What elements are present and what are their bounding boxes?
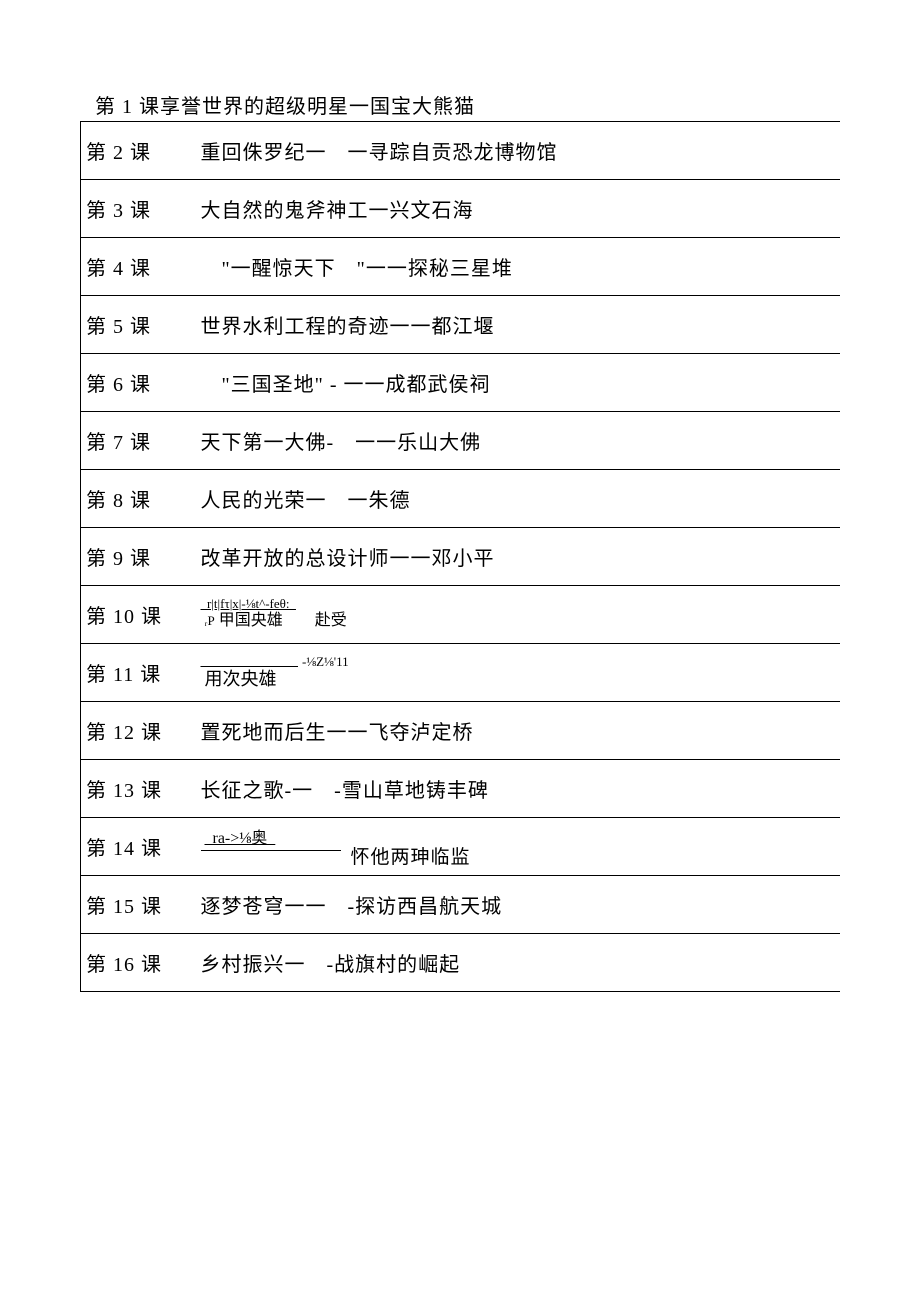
lesson-subtitle: ᵣP 甲国央雄 赴受 [201,611,347,632]
lesson-title: 天下第一大佛- 一一乐山大佛 [186,412,841,469]
table-row: 第 9 课改革开放的总设计师一一邓小平 [81,528,841,586]
garbled-text: r|t|fτ|x|-⅛t^-feθ: [201,597,347,611]
lesson-title: 乡村振兴一 -战旗村的崛起 [186,934,841,991]
lesson-number: 第 12 课 [81,702,186,759]
page-title: 第 1 课享誉世界的超级明星一国宝大熊猫 [95,90,840,119]
table-row: 第 13 课长征之歌-一 -雪山草地铸丰碑 [81,760,841,818]
table-row: 第 15 课逐梦苍穹一一 -探访西昌航天城 [81,876,841,934]
table-row: 第 12 课置死地而后生一一飞夺泸定桥 [81,702,841,760]
toc-table: 第 2 课重回侏罗纪一 一寻踪自贡恐龙博物馆第 3 课大自然的鬼斧神工一兴文石海… [80,121,840,992]
lesson-subtitle: 用次央雄 [201,668,299,691]
garbled-text: -⅛Z⅛'11 [302,654,349,669]
table-row: 第 16 课乡村振兴一 -战旗村的崛起 [81,934,841,992]
lesson-number: 第 8 课 [81,470,186,527]
lesson-title: 人民的光荣一 一朱德 [186,470,841,527]
lesson-title-complex: 用次央雄-⅛Z⅛'11 [186,650,841,696]
lesson-title: "一醒惊天下 "一一探秘三星堆 [186,238,841,295]
overline [201,654,299,668]
lesson-number: 第 5 课 [81,296,186,353]
table-row: 第 8 课人民的光荣一 一朱德 [81,470,841,528]
lesson-title: 改革开放的总设计师一一邓小平 [186,528,841,585]
lesson-number: 第 11 课 [81,644,186,701]
toc-body: 第 2 课重回侏罗纪一 一寻踪自贡恐龙博物馆第 3 课大自然的鬼斧神工一兴文石海… [81,122,841,992]
table-row: 第 7 课天下第一大佛- 一一乐山大佛 [81,412,841,470]
lesson-number: 第 9 课 [81,528,186,585]
table-row: 第 10 课 r|t|fτ|x|-⅛t^-feθ: ᵣP 甲国央雄 赴受 [81,586,841,644]
lesson-title-complex: r|t|fτ|x|-⅛t^-feθ: ᵣP 甲国央雄 赴受 [186,593,841,636]
lesson-title: 重回侏罗纪一 一寻踪自贡恐龙博物馆 [186,122,841,179]
lesson-title: 置死地而后生一一飞夺泸定桥 [186,702,841,759]
lesson-number: 第 6 课 [81,354,186,411]
table-row: 第 14 课 ra->⅛奥 怀他两珅临监 [81,818,841,876]
lesson-title-complex: ra->⅛奥 怀他两珅临监 [186,820,841,873]
table-row: 第 2 课重回侏罗纪一 一寻踪自贡恐龙博物馆 [81,122,841,180]
lesson-number: 第 3 课 [81,180,186,237]
lesson-title: "三国圣地" - 一一成都武侯祠 [186,354,841,411]
lesson-number: 第 14 课 [81,818,186,875]
table-row: 第 3 课大自然的鬼斧神工一兴文石海 [81,180,841,238]
lesson-title: 世界水利工程的奇迹一一都江堰 [186,296,841,353]
table-row: 第 4 课 "一醒惊天下 "一一探秘三星堆 [81,238,841,296]
lesson-number: 第 13 课 [81,760,186,817]
table-row: 第 6 课 "三国圣地" - 一一成都武侯祠 [81,354,841,412]
table-row: 第 5 课世界水利工程的奇迹一一都江堰 [81,296,841,354]
divider [201,850,341,851]
lesson-title: 大自然的鬼斧神工一兴文石海 [186,180,841,237]
lesson-number: 第 2 课 [81,122,186,179]
lesson-title: 逐梦苍穹一一 -探访西昌航天城 [186,876,841,933]
lesson-number: 第 4 课 [81,238,186,295]
lesson-number: 第 16 课 [81,934,186,991]
lesson-number: 第 7 课 [81,412,186,469]
lesson-number: 第 10 课 [81,586,186,643]
garbled-text: ra->⅛奥 [201,824,341,848]
table-row: 第 11 课 用次央雄-⅛Z⅛'11 [81,644,841,702]
lesson-title: 长征之歌-一 -雪山草地铸丰碑 [186,760,841,817]
lesson-subtitle: 怀他两珅临监 [341,824,471,869]
lesson-number: 第 15 课 [81,876,186,933]
